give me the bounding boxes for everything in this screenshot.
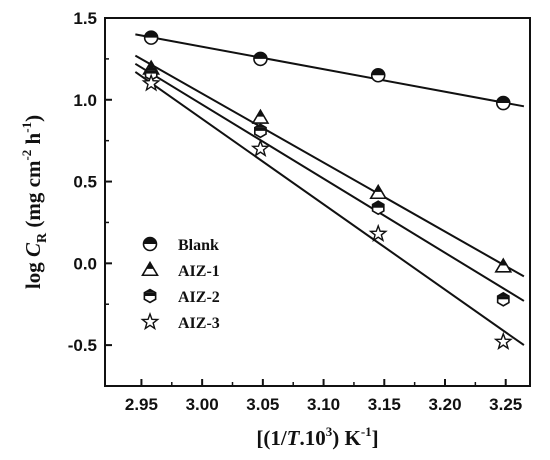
x-tick-label: 3.20	[428, 395, 461, 414]
marker-fill	[145, 67, 157, 71]
marker-outline	[493, 331, 513, 350]
axes: 2.95 3.00 3.05 3.10 3.15 3.20 3.25 -0.5 0.0 0.5 1.…	[68, 9, 531, 414]
data-point	[251, 108, 270, 124]
legend-label: Blank	[178, 237, 219, 254]
x-axis-label: [(1/T.103​) K-1​]	[256, 424, 378, 450]
marker-fill	[499, 259, 508, 266]
marker-fill	[146, 262, 154, 269]
axis-labels: [(1/T.103​) K-1​] log CR​ (mg cm-2​ h-1​)	[19, 115, 379, 450]
marker-outline	[141, 73, 161, 92]
marker-fill	[147, 61, 155, 68]
marker-fill	[372, 204, 384, 208]
data-point	[250, 138, 270, 157]
data-point	[253, 123, 267, 139]
legend-item: AIZ-1	[141, 260, 220, 280]
x-tick-label: 3.15	[368, 395, 401, 414]
marker-fill	[254, 124, 267, 128]
legend-item: AIZ-3	[140, 311, 220, 332]
marker-outline	[368, 223, 388, 243]
data-point	[493, 331, 513, 350]
fit-line-aiz-1	[134, 54, 525, 278]
marker-fill	[143, 237, 157, 244]
data-point	[370, 67, 386, 83]
marker-outline	[250, 138, 270, 157]
fit-line-aiz-3	[134, 71, 525, 346]
legend-item: Blank	[142, 236, 219, 254]
marker-fill	[144, 292, 156, 296]
marker-fill	[497, 296, 509, 300]
x-tick-label: 3.10	[307, 395, 340, 414]
plot-frame	[104, 17, 531, 387]
marker-fill	[145, 70, 157, 74]
data-point	[253, 51, 268, 67]
marker-fill	[497, 292, 509, 297]
x-tick-label: 3.00	[186, 395, 219, 414]
y-tick-label: -0.5	[68, 336, 97, 355]
legend-label: AIZ-2	[178, 289, 220, 306]
marker-fill	[144, 31, 158, 38]
marker-fill	[253, 52, 267, 59]
data-point	[371, 200, 385, 216]
marker-fill	[256, 110, 265, 117]
y-tick-label: 1.0	[73, 91, 97, 110]
data-point	[142, 236, 158, 252]
marker-fill	[374, 185, 382, 192]
data-point	[143, 30, 159, 45]
legend-label: AIZ-3	[178, 315, 220, 332]
fit-lines	[134, 33, 525, 346]
data-point	[141, 73, 161, 92]
legend-label: AIZ-1	[178, 263, 220, 280]
data-markers	[141, 30, 513, 350]
marker-fill	[496, 96, 510, 104]
legend: Blank AIZ-1 AIZ-2 AIZ-3	[140, 236, 220, 332]
fit-line-aiz-2	[134, 62, 525, 302]
data-point	[496, 291, 510, 307]
x-tick-label: 2.95	[125, 395, 158, 414]
marker-outline	[140, 311, 160, 331]
data-point	[143, 288, 157, 304]
x-tick-label: 3.05	[246, 395, 279, 414]
data-point	[495, 95, 511, 111]
data-point	[140, 311, 160, 331]
marker-fill	[371, 68, 385, 76]
y-tick-label: 0.5	[73, 173, 97, 192]
data-point	[141, 260, 159, 277]
y-tick-label: 0.0	[73, 254, 97, 273]
marker-fill	[372, 201, 384, 205]
y-axis-label: log CR​ (mg cm-2​ h-1​)	[19, 115, 50, 289]
data-point	[369, 183, 388, 200]
data-point	[368, 223, 388, 243]
marker-fill	[254, 127, 267, 131]
marker-fill	[144, 289, 156, 293]
x-tick-label: 3.25	[489, 395, 522, 414]
legend-item: AIZ-2	[143, 288, 220, 306]
data-point	[494, 257, 513, 273]
y-tick-label: 1.5	[73, 9, 97, 28]
fit-line-blank	[135, 33, 525, 108]
